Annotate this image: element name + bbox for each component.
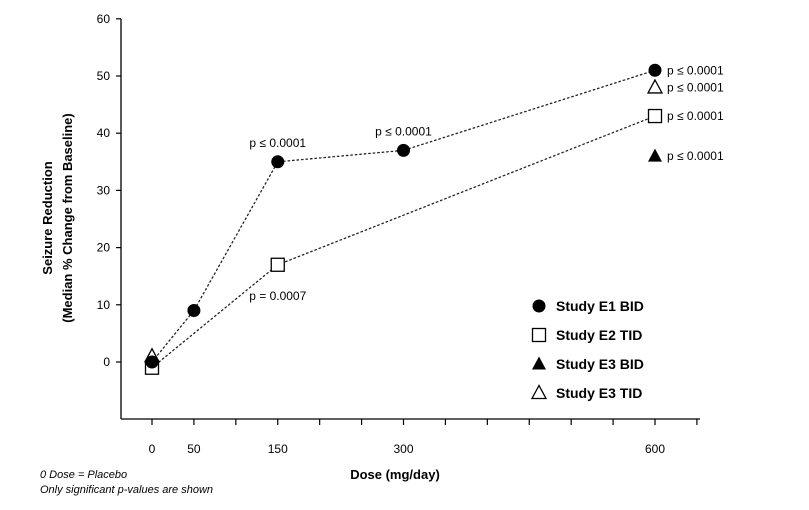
legend-label: Study E2 TID [556,327,642,343]
data-point [647,108,663,124]
legend-label: Study E3 BID [556,356,644,372]
y-tick-label: 50 [97,69,111,83]
y-ticks: 0 10 20 30 40 50 60 [97,12,121,369]
data-point [270,257,285,272]
legend-label: Study E3 TID [556,385,642,401]
y-tick-label: 30 [97,183,111,197]
y-tick-label: 10 [97,298,111,312]
legend-label: Study E1 BID [556,298,644,314]
note-significance: Only significant p-values are shown [40,484,213,496]
data-point [648,63,662,77]
y-tick-label: 20 [97,241,111,255]
data-point [271,155,285,169]
y-tick-label: 0 [103,355,110,369]
legend: Study E1 BID Study E2 TID Study E3 BID Stud… [530,298,644,401]
p-value-label: p ≤ 0.0001 [667,109,724,123]
x-tick-label: 600 [645,442,665,456]
data-point [646,78,664,94]
p-value-label: p ≤ 0.0001 [667,149,724,163]
x-tick-label: 150 [268,442,288,456]
x-tick-label: 0 [149,442,156,456]
p-value-label: p = 0.0007 [249,289,306,303]
legend-marker [530,384,548,400]
x-ticks: 0 50 150 300 600 [149,419,698,456]
data-markers [143,63,664,375]
p-value-label: p ≤ 0.0001 [667,80,724,94]
x-tick-label: 300 [393,442,413,456]
y-axis-subtitle: (Median % Change from Baseline) [60,113,75,322]
y-axis-title: Seizure Reduction [40,161,55,274]
axes [120,19,700,420]
p-value-label: p ≤ 0.0001 [249,136,306,150]
legend-marker [532,356,546,370]
data-point [145,355,159,369]
p-value-label: p ≤ 0.0001 [375,124,432,138]
x-axis-title: Dose (mg/day) [350,467,440,482]
data-point [187,304,201,318]
x-tick-label: 50 [187,442,201,456]
note-placebo: 0 Dose = Placebo [40,469,127,481]
y-tick-label: 40 [97,126,111,140]
p-value-annotations: p ≤ 0.0001 p = 0.0007 p ≤ 0.0001 p ≤ 0.0001… [249,63,724,302]
legend-marker [532,299,546,313]
data-point [648,148,662,162]
series-lines [151,69,656,369]
p-value-label: p ≤ 0.0001 [667,63,724,77]
legend-marker [531,327,547,343]
y-tick-label: 60 [97,12,111,26]
series-line [151,69,656,363]
data-point [397,143,410,157]
